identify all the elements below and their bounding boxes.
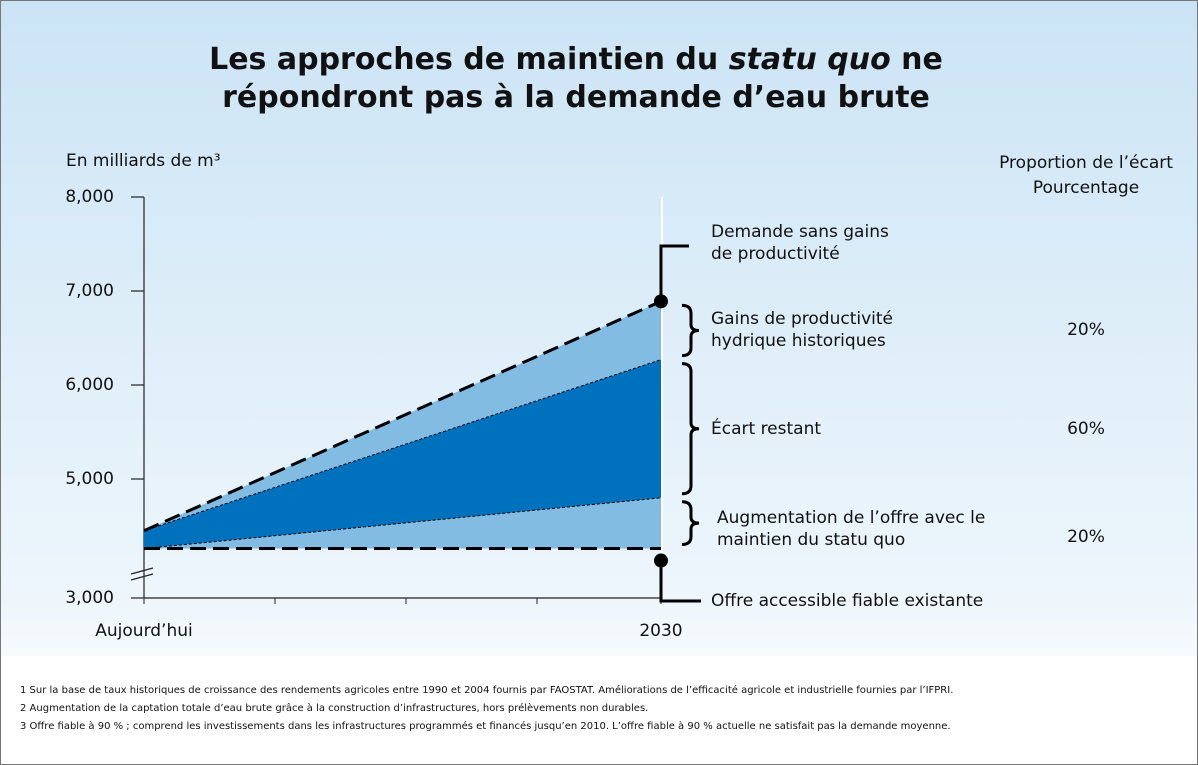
supply-label: Offre accessible fiable existante (711, 591, 984, 611)
footnotes: 1 Sur la base de taux historiques de cro… (20, 682, 953, 736)
share-label: 20% (1067, 527, 1105, 548)
marker (654, 294, 668, 309)
y-tick-label: 3,000 (65, 588, 114, 608)
x-tick-label: Aujourd’hui (95, 621, 192, 641)
title-part: ne répondront pas à la demande d’eau bru… (222, 42, 943, 115)
title-part: Les approches de maintien du (209, 42, 729, 77)
brace (681, 303, 700, 358)
axis-break (130, 573, 154, 581)
demand-label: Demande sans gains de productivité (711, 222, 889, 264)
y-tick-label: 8,000 (65, 187, 114, 207)
band-label: Écart restant (711, 418, 822, 439)
footnote: 2 Augmentation de la captation totale d’… (20, 703, 649, 714)
axis-break (130, 567, 154, 575)
marker (654, 553, 668, 568)
band-label: Augmentation de l’offre avec le maintien… (717, 508, 986, 551)
brace (681, 500, 700, 547)
footnote: 1 Sur la base de taux historiques de cro… (20, 685, 954, 696)
band-label: Gains de productivité hydrique historiqu… (711, 309, 894, 352)
footnote: 3 Offre fiable à 90 % ; comprend les inv… (20, 721, 951, 732)
boundary-line (143, 359, 662, 532)
title-part: statu quo (728, 42, 891, 77)
y-tick-label: 7,000 (65, 281, 114, 301)
boundary-line (143, 497, 662, 550)
area-band (144, 359, 661, 549)
share-label: 20% (1067, 320, 1105, 341)
y-tick-label: 6,000 (65, 375, 114, 395)
boundary-line (143, 299, 662, 533)
share-label: 60% (1067, 418, 1105, 439)
supply-bracket (659, 560, 701, 603)
brace (681, 362, 700, 496)
y-tick-label: 5,000 (65, 469, 114, 489)
demand-bracket (659, 244, 689, 302)
chart-title: Les approches de maintien du statu quo n… (116, 41, 1036, 117)
y-axis-label: En milliards de m³ (66, 151, 221, 171)
x-tick-label: 2030 (639, 621, 682, 641)
share-header: Proportion de l’écart Pourcentage (999, 153, 1173, 198)
